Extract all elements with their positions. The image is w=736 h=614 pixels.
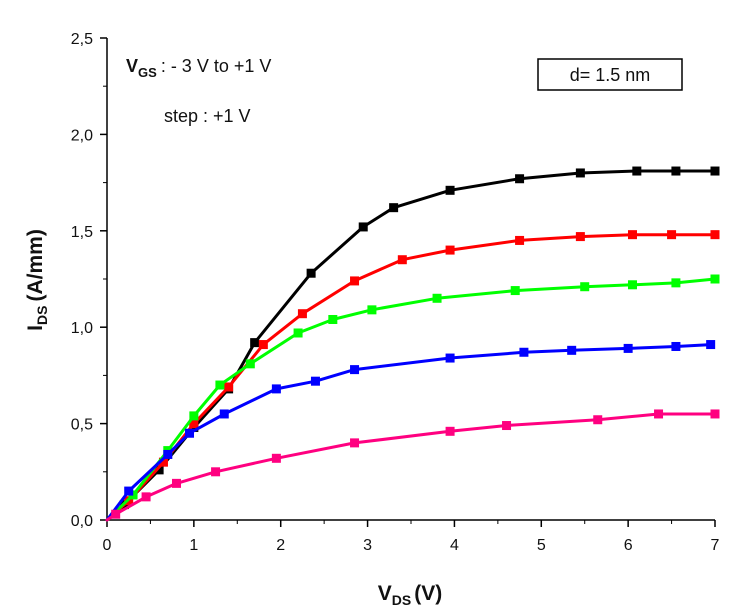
- vgs-annotation-label: V: [126, 56, 138, 76]
- data-point: [350, 365, 360, 375]
- data-point: [515, 235, 525, 245]
- y-axis-title: IDS (A/mm): [24, 229, 50, 331]
- data-point: [185, 428, 195, 438]
- vgs-annotation: VGS : - 3 V to +1 V: [126, 56, 271, 80]
- y-axis-title-sub: DS: [34, 306, 50, 325]
- data-point: [432, 293, 442, 303]
- data-point: [445, 185, 455, 195]
- data-point: [111, 509, 121, 519]
- x-axis-title-main: V: [378, 582, 392, 605]
- data-point: [224, 382, 234, 392]
- series-4: [105, 340, 716, 522]
- data-point: [189, 419, 199, 429]
- data-point: [671, 166, 681, 176]
- data-point: [710, 230, 720, 240]
- data-point: [245, 359, 255, 369]
- data-point: [567, 345, 577, 355]
- data-point: [632, 166, 642, 176]
- data-point: [350, 438, 360, 448]
- series-layer: [105, 166, 720, 522]
- data-point: [350, 276, 360, 286]
- data-point: [328, 314, 338, 324]
- x-axis-title-sub: DS: [392, 592, 411, 608]
- data-point: [710, 274, 720, 284]
- data-point: [171, 478, 181, 488]
- step-annotation: step : +1 V: [164, 106, 251, 126]
- x-tick-label: 0: [103, 537, 112, 554]
- data-point: [141, 492, 151, 502]
- data-point: [706, 340, 716, 350]
- axes: 0 1 2 3 4 5 6 7 0,0 0,5 1,0 1,5 2,0 2,5: [71, 31, 720, 554]
- data-point: [445, 426, 455, 436]
- x-tick-label: 6: [624, 537, 633, 554]
- y-axis-title-unit: (A/mm): [24, 229, 47, 301]
- data-point: [710, 166, 720, 176]
- data-point: [623, 343, 633, 353]
- data-point: [310, 376, 320, 386]
- data-point: [397, 255, 407, 265]
- data-point: [575, 232, 585, 242]
- data-point: [515, 174, 525, 184]
- data-point: [367, 305, 377, 315]
- series-line: [105, 277, 717, 522]
- y-tick-label: 2,5: [71, 31, 93, 48]
- data-point: [154, 465, 164, 475]
- data-point: [502, 421, 512, 431]
- data-point: [671, 278, 681, 288]
- data-point: [358, 222, 368, 232]
- data-point: [215, 380, 225, 390]
- data-point: [271, 384, 281, 394]
- x-axis-title-unit: (V): [414, 582, 442, 605]
- series-line: [105, 343, 713, 522]
- data-point: [445, 353, 455, 363]
- thickness-annotation: d= 1.5 nm: [570, 65, 651, 85]
- x-tick-label: 3: [363, 537, 372, 554]
- y-tick-label: 0,0: [71, 513, 93, 530]
- data-point: [271, 453, 281, 463]
- data-point: [575, 168, 585, 178]
- data-point: [654, 409, 664, 419]
- data-point: [627, 280, 637, 290]
- data-point: [124, 486, 134, 496]
- data-point: [445, 245, 455, 255]
- data-point: [163, 449, 173, 459]
- y-tick-label: 0,5: [71, 417, 93, 434]
- data-point: [593, 415, 603, 425]
- vgs-annotation-range: : - 3 V to +1 V: [161, 56, 272, 76]
- y-tick-label: 1,0: [71, 320, 93, 337]
- vgs-annotation-sub: GS: [138, 65, 157, 80]
- data-point: [510, 286, 520, 296]
- data-point: [293, 328, 303, 338]
- y-tick-label: 2,0: [71, 127, 93, 144]
- data-point: [306, 268, 316, 278]
- series-line: [105, 412, 717, 522]
- y-tick-label: 1,5: [71, 224, 93, 241]
- data-point: [667, 230, 677, 240]
- data-point: [389, 203, 399, 213]
- data-point: [158, 457, 168, 467]
- series-3: [105, 274, 720, 522]
- data-point: [189, 411, 199, 421]
- data-point: [710, 409, 720, 419]
- x-tick-label: 5: [537, 537, 546, 554]
- data-point: [580, 282, 590, 292]
- x-tick-label: 7: [711, 537, 720, 554]
- thickness-box: [537, 58, 683, 91]
- data-point: [258, 340, 268, 350]
- series-1: [105, 166, 720, 522]
- data-point: [219, 409, 229, 419]
- data-point: [211, 467, 221, 477]
- data-point: [297, 309, 307, 319]
- series-5: [105, 409, 720, 522]
- data-point: [627, 230, 637, 240]
- x-tick-label: 4: [450, 537, 459, 554]
- x-axis-title: VDS (V): [378, 582, 442, 608]
- x-tick-label: 2: [276, 537, 285, 554]
- y-axis-title-main: I: [24, 325, 47, 331]
- data-point: [671, 341, 681, 351]
- data-point: [250, 338, 260, 348]
- x-tick-label: 1: [189, 537, 198, 554]
- data-point: [519, 347, 529, 357]
